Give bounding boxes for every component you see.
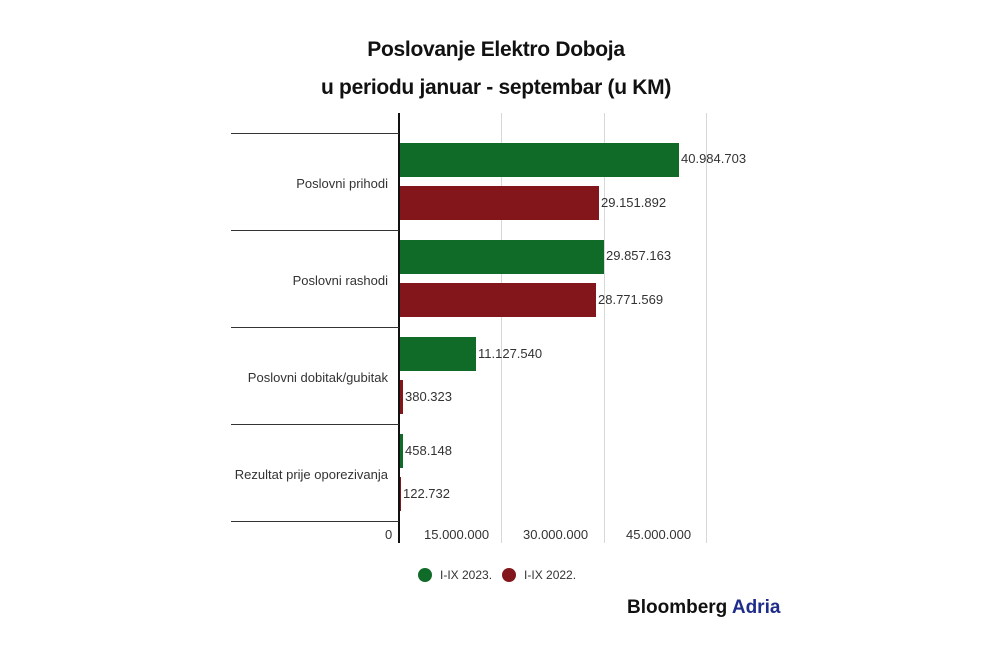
bar-2022-poslovni-prihodi (400, 186, 599, 220)
category-separator (231, 230, 399, 231)
bar-value-label: 458.148 (405, 443, 452, 458)
bar-value-label: 40.984.703 (681, 151, 747, 166)
category-separator (231, 521, 399, 522)
gridline (706, 113, 707, 543)
gridline (604, 113, 605, 543)
bar-2022-poslovni-dobitak (400, 380, 403, 414)
bar-value-label: 380.323 (405, 389, 452, 404)
category-separator (231, 424, 399, 425)
legend: I-IX 2023. I-IX 2022. (418, 568, 586, 582)
x-tick-label: 0 (385, 527, 393, 542)
bar-2022-rezultat (400, 477, 401, 511)
category-label: Poslovni rashodi (292, 273, 388, 288)
category-label: Poslovni prihodi (296, 176, 388, 191)
legend-dot-icon (418, 568, 432, 582)
bar-2023-poslovni-prihodi (400, 143, 679, 177)
x-tick-label: 45.000.000 (626, 527, 692, 542)
legend-item-2022: I-IX 2022. (502, 568, 576, 582)
chart-title-line1: Poslovanje Elektro Doboja (367, 38, 625, 61)
bar-value-label: 28.771.569 (598, 292, 664, 307)
category-separator (231, 133, 399, 134)
bar-value-label: 122.732 (403, 486, 450, 501)
bar-value-label: 11.127.540 (478, 346, 543, 361)
x-tick-label: 30.000.000 (523, 527, 589, 542)
brand-part1: Bloomberg (627, 597, 728, 618)
bar-2022-poslovni-rashodi (400, 283, 596, 317)
legend-dot-icon (502, 568, 517, 582)
bar-value-label: 29.857.163 (606, 248, 672, 263)
y-axis-line (398, 113, 400, 543)
legend-item-2023: I-IX 2023. (418, 568, 492, 582)
brand-logo: Bloomberg Adria (627, 597, 780, 619)
chart-title-line2: u periodu januar - septembar (u KM) (320, 76, 672, 99)
brand-part2: Adria (731, 597, 781, 618)
category-label: Poslovni dobitak/gubitak (247, 370, 388, 385)
legend-label: I-IX 2022. (524, 568, 577, 582)
bar-2023-poslovni-rashodi (400, 240, 604, 274)
bar-2023-poslovni-dobitak (400, 337, 476, 371)
gridline (501, 113, 502, 543)
category-separator (231, 327, 399, 328)
category-label: Rezultat prije oporezivanja (234, 467, 388, 482)
bar-value-label: 29.151.892 (601, 195, 667, 210)
x-tick-label: 15.000.000 (424, 527, 490, 542)
legend-label: I-IX 2023. (440, 568, 493, 582)
bar-2023-rezultat (400, 434, 403, 468)
